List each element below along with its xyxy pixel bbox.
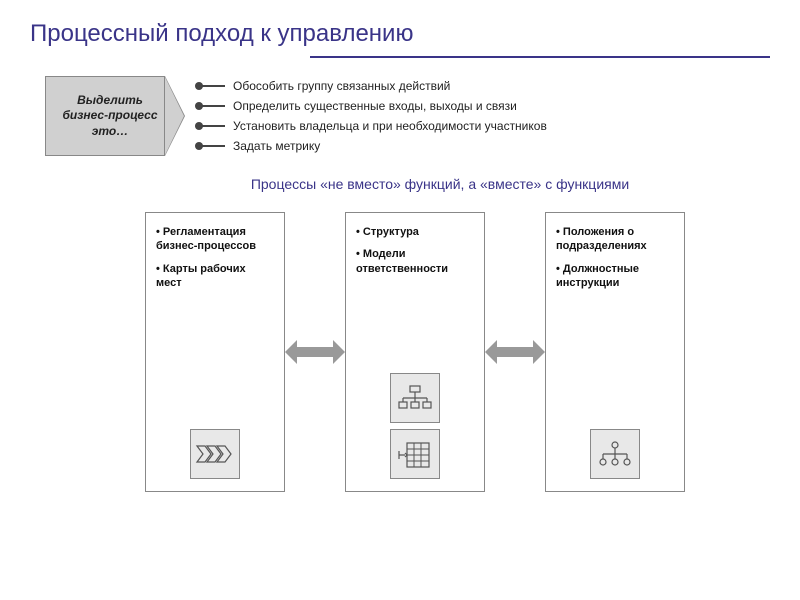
arrow-shape: Выделить бизнес-процесс это… xyxy=(45,76,185,156)
box1-item1: • Регламентация бизнес-процессов xyxy=(156,225,274,254)
req-item: Обособить группу связанных действий xyxy=(200,79,547,93)
box3-item1: • Положения о подразделениях xyxy=(556,225,674,254)
box2-item1: • Структура xyxy=(356,225,474,239)
box2-item2: • Модели ответственности xyxy=(356,247,474,276)
title-underline xyxy=(310,56,770,58)
page-title: Процессный подход к управлению xyxy=(30,20,770,48)
subtitle: Процессы «не вместо» функций, а «вместе»… xyxy=(110,176,770,192)
doc-box-3: • Положения о подразделениях • Должностн… xyxy=(545,212,685,492)
box3-item2: • Должностные инструкции xyxy=(556,262,674,291)
arrow-line1: Выделить xyxy=(77,93,143,109)
double-arrow-icon xyxy=(285,340,345,364)
arrow-line2: бизнес-процесс xyxy=(62,108,157,124)
req-item: Задать метрику xyxy=(200,139,547,153)
doc-box-1: • Регламентация бизнес-процессов • Карты… xyxy=(145,212,285,492)
requirements-list: Обособить группу связанных действий Опре… xyxy=(200,76,547,156)
building-grid-icon xyxy=(390,429,440,479)
arrow-line3: это… xyxy=(92,124,128,140)
double-arrow-icon xyxy=(485,340,545,364)
req-item: Установить владельца и при необходимости… xyxy=(200,119,547,133)
hierarchy-tree-icon xyxy=(590,429,640,479)
top-diagram: Выделить бизнес-процесс это… Обособить г… xyxy=(45,76,770,156)
process-chevrons-icon xyxy=(190,429,240,479)
boxes-row: • Регламентация бизнес-процессов • Карты… xyxy=(60,212,770,492)
box1-item2: • Карты рабочих мест xyxy=(156,262,274,291)
org-structure-icon xyxy=(390,373,440,423)
req-item: Определить существенные входы, выходы и … xyxy=(200,99,547,113)
doc-box-2: • Структура • Модели ответственности xyxy=(345,212,485,492)
